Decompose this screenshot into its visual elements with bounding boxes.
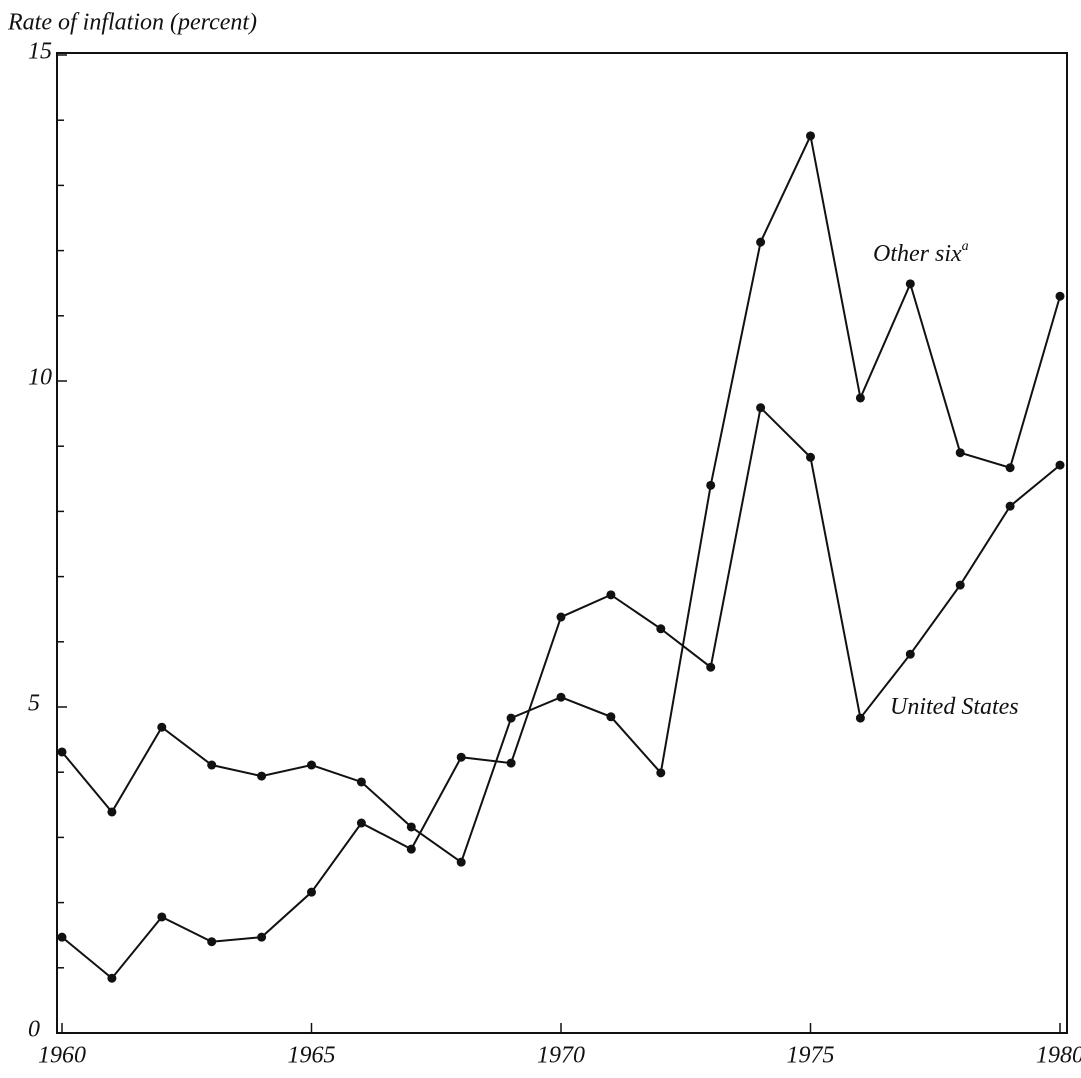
x-tick-label: 1970 [537, 1043, 585, 1069]
data-point [506, 713, 516, 723]
series-label: Other sixa [873, 239, 969, 266]
data-point [456, 857, 466, 867]
data-point [706, 662, 716, 672]
x-tick-label: 1965 [288, 1043, 336, 1069]
data-point [207, 937, 217, 947]
y-axis-label: Rate of inflation (percent) [7, 10, 257, 36]
data-point [656, 624, 666, 634]
y-tick-label: 15 [28, 39, 52, 65]
x-tick-label: 1980 [1036, 1043, 1081, 1069]
data-point [207, 760, 217, 770]
series-note: a [962, 239, 969, 254]
data-point [356, 818, 366, 828]
data-point [606, 590, 616, 600]
data-point [57, 747, 67, 757]
data-point [157, 722, 167, 732]
data-point [1005, 463, 1015, 473]
data-point [905, 279, 915, 289]
data-point [406, 844, 416, 854]
data-point [556, 612, 566, 622]
data-point [1055, 291, 1065, 301]
data-point [556, 692, 566, 702]
data-point [57, 932, 67, 942]
data-point [656, 768, 666, 778]
data-point [307, 760, 316, 770]
data-point [905, 649, 915, 659]
data-point [506, 758, 516, 768]
y-tick-label: 0 [28, 1017, 40, 1043]
data-point [855, 713, 865, 723]
data-point [307, 887, 316, 897]
series-label: United States [890, 694, 1019, 720]
plot-frame [56, 52, 1068, 1034]
y-tick-label: 10 [28, 365, 52, 391]
data-point [756, 403, 766, 413]
data-point [806, 452, 815, 462]
x-tick-label: 1960 [38, 1043, 86, 1069]
data-point [1005, 501, 1015, 511]
data-point [456, 752, 466, 762]
data-point [157, 912, 167, 922]
data-point [955, 448, 965, 458]
series-name: Other six [873, 241, 962, 267]
series-name: United States [890, 694, 1019, 720]
data-point [107, 807, 117, 817]
data-point [107, 973, 117, 983]
data-point [855, 393, 865, 403]
data-point [606, 712, 616, 722]
data-point [756, 237, 766, 247]
data-point [356, 777, 366, 787]
data-point [257, 932, 267, 942]
data-point [257, 771, 267, 781]
data-point [406, 822, 416, 832]
x-tick-label: 1975 [787, 1043, 835, 1069]
data-point [1055, 460, 1065, 470]
y-tick-label: 5 [28, 691, 40, 717]
data-point [955, 580, 965, 590]
data-point [806, 131, 815, 141]
data-point [706, 480, 716, 490]
